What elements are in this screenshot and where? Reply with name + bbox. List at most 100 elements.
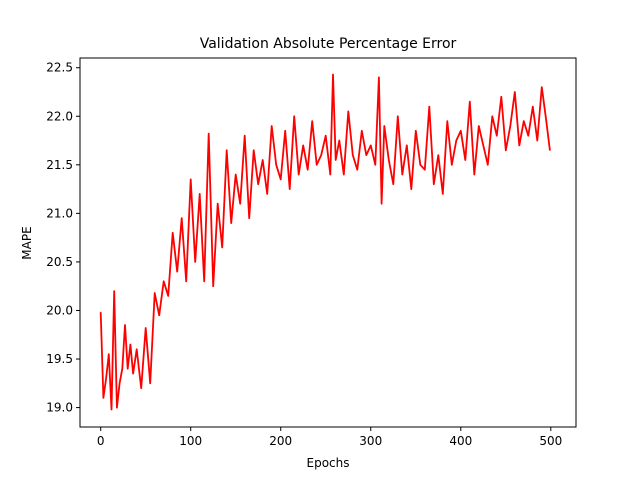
data-point bbox=[518, 144, 520, 146]
data-point bbox=[397, 115, 399, 117]
data-point bbox=[491, 115, 493, 117]
data-point bbox=[392, 183, 394, 185]
y-tick-label: 20.0 bbox=[46, 303, 73, 317]
data-point bbox=[509, 125, 511, 127]
data-point bbox=[271, 125, 273, 127]
data-point bbox=[549, 149, 551, 151]
data-point bbox=[442, 193, 444, 195]
data-point bbox=[190, 178, 192, 180]
data-point bbox=[428, 106, 430, 108]
data-point bbox=[311, 120, 313, 122]
data-point bbox=[365, 154, 367, 156]
data-point bbox=[257, 183, 259, 185]
data-point bbox=[469, 101, 471, 103]
data-point bbox=[110, 408, 113, 411]
data-points bbox=[100, 73, 551, 411]
data-point bbox=[332, 73, 334, 76]
y-axis-label: MAPE bbox=[20, 226, 34, 259]
data-point bbox=[203, 280, 205, 282]
y-axis-ticks: 19.0 19.5 20.0 20.5 21.0 21.5 22.0 22.5 bbox=[46, 61, 80, 415]
data-point bbox=[100, 311, 102, 313]
data-point bbox=[545, 120, 547, 122]
data-point bbox=[307, 169, 309, 171]
plot-area bbox=[99, 73, 551, 411]
data-point bbox=[102, 397, 104, 399]
data-point bbox=[140, 387, 142, 389]
x-tick-label: 300 bbox=[359, 434, 382, 448]
data-point bbox=[460, 130, 462, 132]
data-point bbox=[401, 173, 403, 176]
y-tick-label: 22.0 bbox=[46, 109, 73, 123]
data-point bbox=[194, 261, 196, 263]
data-point bbox=[437, 154, 439, 156]
data-point bbox=[284, 130, 286, 132]
data-point bbox=[119, 382, 121, 384]
x-axis-ticks: 0 100 200 300 400 500 bbox=[97, 427, 562, 448]
x-tick-label: 500 bbox=[539, 434, 562, 448]
data-point bbox=[302, 144, 304, 146]
data-point bbox=[116, 407, 118, 409]
data-point bbox=[230, 222, 232, 224]
data-point bbox=[167, 295, 169, 297]
data-point bbox=[293, 115, 295, 117]
data-point bbox=[298, 173, 300, 176]
data-point bbox=[124, 324, 126, 326]
data-point bbox=[361, 130, 363, 132]
data-point bbox=[244, 135, 246, 137]
data-point bbox=[289, 188, 291, 190]
data-point bbox=[253, 149, 255, 151]
data-point bbox=[239, 203, 241, 205]
data-point bbox=[370, 144, 372, 146]
y-tick-label: 21.5 bbox=[46, 158, 73, 172]
data-point bbox=[208, 133, 210, 135]
data-point bbox=[410, 188, 412, 190]
data-point bbox=[433, 183, 435, 185]
data-point bbox=[406, 144, 408, 146]
y-tick-label: 19.5 bbox=[46, 352, 73, 366]
data-point bbox=[343, 173, 345, 176]
data-point bbox=[316, 164, 318, 166]
data-point bbox=[145, 327, 147, 329]
data-point bbox=[464, 159, 466, 161]
data-point bbox=[221, 246, 223, 248]
data-point bbox=[320, 154, 322, 156]
data-point bbox=[212, 285, 214, 287]
data-point bbox=[154, 292, 156, 294]
data-point bbox=[235, 173, 237, 176]
data-point bbox=[541, 86, 543, 88]
data-point bbox=[352, 154, 354, 156]
data-point bbox=[478, 125, 480, 127]
data-point bbox=[121, 368, 123, 370]
data-point bbox=[446, 120, 448, 122]
data-point bbox=[335, 159, 337, 161]
data-point bbox=[158, 314, 160, 316]
data-point bbox=[163, 280, 165, 282]
data-point bbox=[113, 290, 115, 292]
y-tick-label: 22.5 bbox=[46, 61, 73, 75]
data-point bbox=[419, 164, 421, 166]
data-point bbox=[132, 373, 134, 375]
data-point bbox=[424, 169, 426, 171]
data-point bbox=[325, 135, 327, 137]
data-point bbox=[388, 159, 390, 161]
data-point bbox=[527, 135, 529, 137]
data-point bbox=[482, 144, 484, 146]
data-point bbox=[129, 343, 131, 346]
data-point bbox=[217, 203, 219, 205]
data-point bbox=[185, 280, 187, 282]
x-tick-label: 400 bbox=[449, 434, 472, 448]
data-point bbox=[487, 164, 489, 166]
y-tick-label: 21.0 bbox=[46, 206, 73, 220]
x-axis-label: Epochs bbox=[307, 456, 350, 470]
data-point bbox=[455, 139, 457, 142]
data-point bbox=[451, 164, 453, 166]
data-point bbox=[329, 173, 331, 176]
data-point bbox=[136, 348, 138, 350]
y-tick-label: 20.5 bbox=[46, 255, 73, 269]
data-point bbox=[338, 139, 340, 142]
data-point bbox=[172, 232, 174, 234]
data-point bbox=[176, 271, 178, 273]
data-point bbox=[523, 120, 525, 122]
axes-frame bbox=[79, 57, 577, 428]
